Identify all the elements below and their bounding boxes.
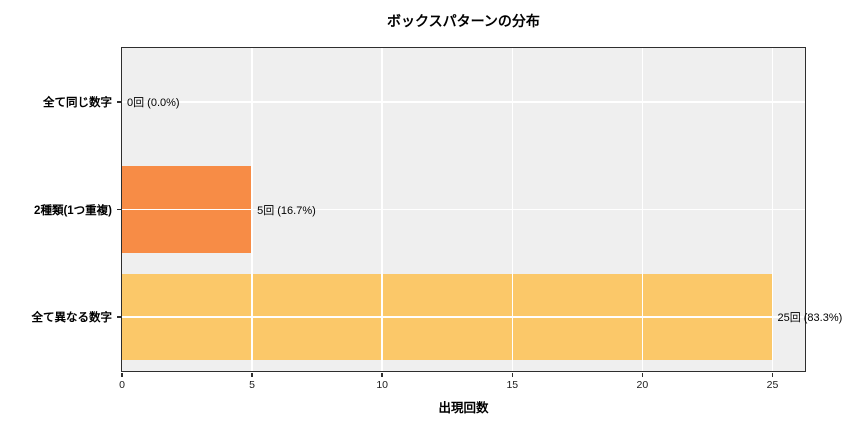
x-tick-mark xyxy=(771,372,774,377)
x-axis-label: 出現回数 xyxy=(438,401,489,415)
y-axis-category-label: 2種類(1つ重複) xyxy=(34,204,112,217)
x-tick-label: 25 xyxy=(766,379,779,391)
x-tick-label: 20 xyxy=(636,379,649,391)
bar-value-label: 5回 (16.7%) xyxy=(257,204,316,217)
x-tick-label: 15 xyxy=(506,379,519,391)
bar-value-label: 25回 (83.3%) xyxy=(777,312,843,325)
x-tick-label: 10 xyxy=(376,379,389,391)
gridline-horizontal xyxy=(122,101,805,103)
y-tick-mark xyxy=(116,316,121,318)
x-tick-mark xyxy=(251,372,253,377)
plot-area: 全て同じ数字 0回 (0.0%) 2種類(1つ重複) 5回 (16.7%) 全て異なる数… xyxy=(32,47,842,391)
y-tick-mark xyxy=(116,101,121,103)
y-axis-category-label: 全て同じ数字 xyxy=(43,96,112,109)
x-tick-mark xyxy=(121,372,123,377)
bar-value-label: 0回 (0.0%) xyxy=(127,96,180,109)
gridline-vertical xyxy=(381,48,383,371)
gridline-vertical xyxy=(641,48,644,371)
y-axis-category-label: 全て異なる数字 xyxy=(31,312,113,325)
x-tick-mark xyxy=(511,372,514,377)
x-tick-mark xyxy=(641,372,644,377)
gridline-vertical xyxy=(251,48,253,371)
gridline-vertical xyxy=(511,48,514,371)
x-tick-label: 5 xyxy=(249,379,256,391)
gridline-vertical xyxy=(771,48,774,371)
gridline-horizontal xyxy=(122,316,805,318)
chart-title: ボックスパターンの分布 xyxy=(387,13,540,29)
y-tick-mark xyxy=(116,208,121,211)
gridline-horizontal xyxy=(122,208,805,211)
x-tick-mark xyxy=(381,372,383,377)
x-tick-label: 0 xyxy=(119,379,125,391)
